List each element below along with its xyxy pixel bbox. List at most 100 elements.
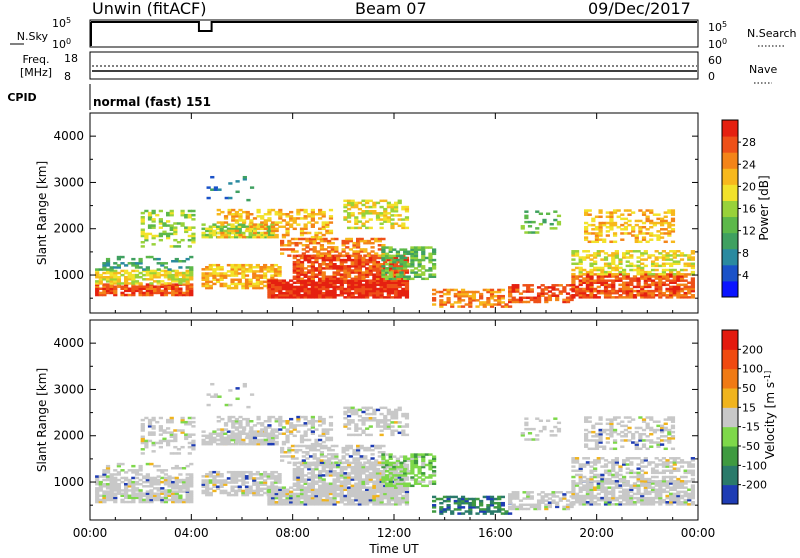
- velocity-cell: [432, 480, 436, 482]
- velocity-cell: [280, 455, 284, 457]
- power-cell: [216, 279, 220, 281]
- velocity-cell: [285, 428, 289, 430]
- colorbar-swatch: [722, 217, 738, 234]
- power-cell: [611, 273, 615, 275]
- power-cell: [401, 288, 405, 290]
- power-cell: [274, 268, 278, 270]
- velocity-cell: [296, 424, 300, 426]
- power-cell: [501, 295, 505, 297]
- power-cell: [280, 240, 284, 242]
- power-cell: [606, 226, 610, 228]
- power-cell: [372, 257, 376, 259]
- power-cell: [376, 212, 380, 214]
- power-cell: [586, 273, 590, 275]
- colorbar-swatch: [722, 281, 738, 298]
- power-cell: [289, 215, 293, 217]
- velocity-cell: [235, 441, 239, 443]
- velocity-cell: [120, 469, 124, 471]
- power-cell: [494, 291, 498, 293]
- power-cell: [173, 222, 177, 224]
- velocity-cell: [234, 486, 238, 488]
- colorbar-swatch: [722, 168, 738, 185]
- power-cell: [318, 228, 322, 230]
- power-cell: [608, 271, 612, 273]
- velocity-cell: [363, 461, 367, 463]
- power-cell: [270, 274, 274, 276]
- velocity-cell: [224, 428, 228, 430]
- power-cell: [622, 296, 626, 298]
- power-cell: [113, 262, 117, 264]
- power-cell: [671, 241, 675, 243]
- power-cell: [421, 265, 425, 267]
- power-cell: [646, 209, 650, 211]
- power-cell: [153, 258, 157, 260]
- power-cell: [311, 223, 315, 225]
- power-cell: [304, 215, 308, 217]
- velocity-cell: [309, 455, 313, 457]
- velocity-cell: [340, 466, 344, 468]
- power-cell: [588, 213, 592, 215]
- power-cell: [660, 232, 664, 234]
- velocity-cell: [212, 430, 216, 432]
- power-cell: [461, 289, 465, 291]
- power-cell: [302, 244, 306, 246]
- power-cell: [660, 218, 664, 220]
- power-cell: [131, 270, 135, 272]
- velocity-cell: [390, 411, 394, 413]
- power-cell: [600, 290, 604, 292]
- velocity-data-cells: [95, 383, 695, 515]
- velocity-cell: [231, 416, 235, 418]
- power-cell: [135, 270, 139, 272]
- power-cell: [676, 250, 680, 252]
- velocity-cell: [340, 480, 344, 482]
- power-cell: [178, 272, 182, 274]
- velocity-cell: [403, 483, 407, 485]
- power-cell: [522, 284, 526, 286]
- power-cell: [649, 220, 653, 222]
- power-cell: [234, 283, 238, 285]
- power-cell: [307, 232, 311, 234]
- velocity-cell: [332, 478, 336, 480]
- velocity-cell: [205, 435, 209, 437]
- power-cell: [329, 230, 333, 232]
- power-cell: [182, 283, 186, 285]
- velocity-cell: [318, 485, 322, 487]
- power-cell: [178, 288, 182, 290]
- velocity-cell: [189, 473, 193, 475]
- velocity-cell: [220, 428, 224, 430]
- power-cell: [322, 292, 326, 294]
- power-cell: [304, 255, 308, 257]
- power-cell: [446, 297, 450, 299]
- power-cell: [662, 292, 666, 294]
- power-cell: [256, 209, 260, 211]
- power-cell: [235, 180, 239, 182]
- velocity-cell: [293, 424, 297, 426]
- power-cell: [320, 244, 324, 246]
- power-cell: [167, 268, 171, 270]
- power-cell: [311, 261, 315, 263]
- power-cell: [267, 279, 271, 281]
- power-cell: [246, 228, 250, 230]
- velocity-cell: [252, 477, 256, 479]
- power-cell: [669, 250, 673, 252]
- velocity-cell: [259, 481, 263, 483]
- power-cell: [280, 248, 284, 250]
- power-cell: [461, 299, 465, 301]
- velocity-cell: [407, 470, 411, 472]
- power-cell: [374, 252, 378, 254]
- power-cell: [624, 218, 628, 220]
- velocity-cell: [329, 497, 333, 499]
- velocity-cell: [399, 478, 403, 480]
- power-cell: [135, 262, 139, 264]
- velocity-cell: [264, 439, 268, 441]
- velocity-cell: [160, 497, 164, 499]
- power-cell: [653, 213, 657, 215]
- power-cell: [457, 305, 461, 307]
- power-cell: [228, 182, 232, 184]
- power-cell: [664, 211, 668, 213]
- velocity-cell: [284, 455, 288, 457]
- velocity-cell: [160, 487, 164, 489]
- power-cell: [238, 234, 242, 236]
- velocity-cell: [302, 459, 306, 461]
- y-tick-label: 1000: [53, 268, 84, 282]
